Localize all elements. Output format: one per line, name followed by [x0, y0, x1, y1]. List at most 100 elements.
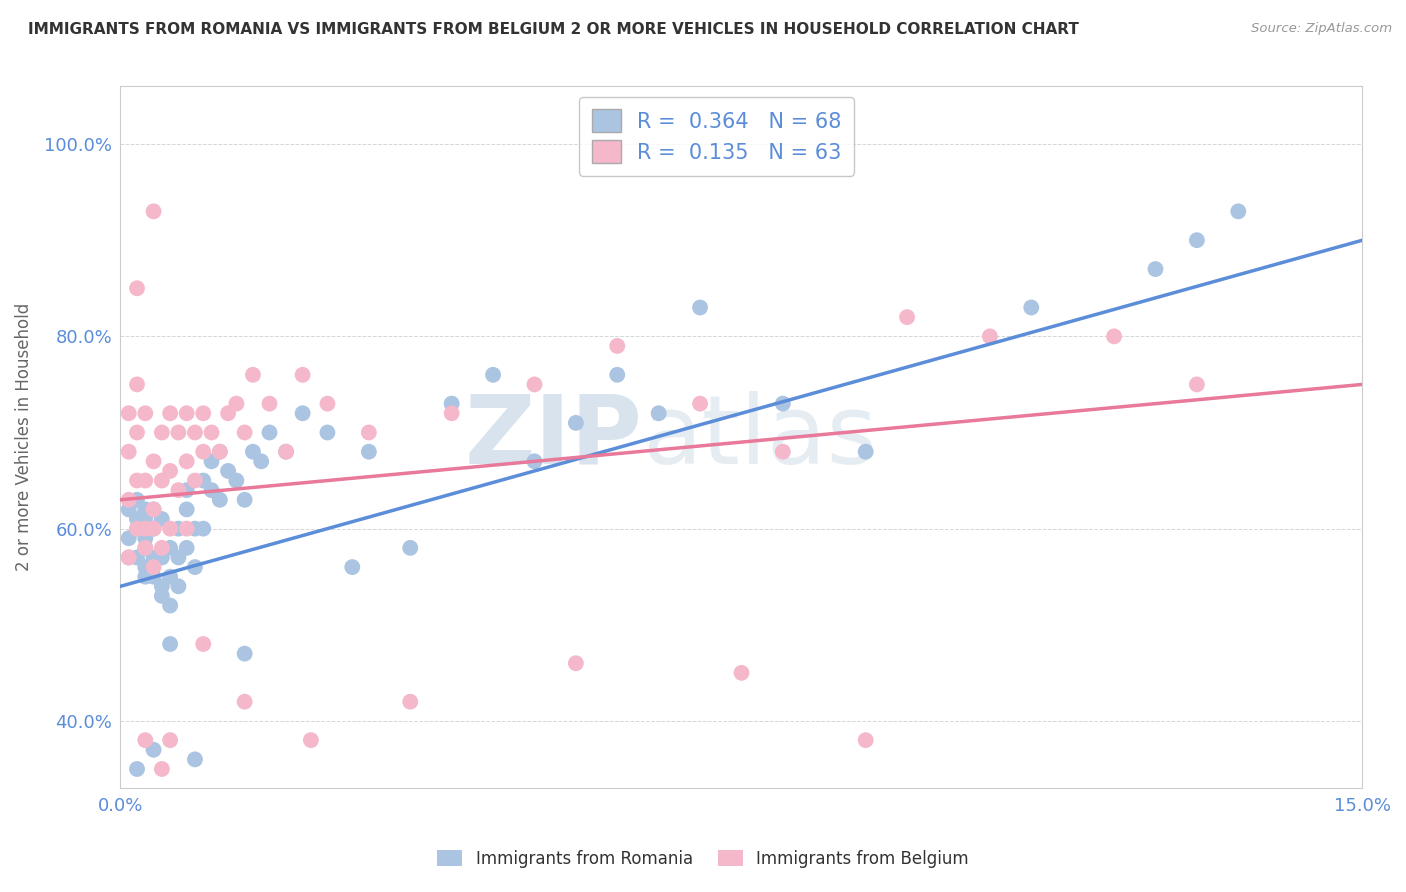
Point [250, 454, 273, 468]
Point [142, 502, 165, 516]
Point [357, 425, 380, 440]
Point [142, 560, 165, 574]
Point [316, 397, 339, 411]
Point [440, 397, 463, 411]
Point [565, 416, 588, 430]
Point [159, 637, 181, 651]
Point [208, 492, 231, 507]
Point [193, 474, 215, 488]
Point [125, 474, 148, 488]
Point [730, 665, 752, 680]
Point [291, 406, 314, 420]
Point [134, 522, 156, 536]
Point [142, 570, 165, 584]
Point [176, 541, 198, 555]
Point [606, 339, 628, 353]
Point [233, 647, 256, 661]
Point [125, 762, 148, 776]
Point [689, 301, 711, 315]
Point [118, 550, 141, 565]
Point [118, 444, 141, 458]
Point [176, 522, 198, 536]
Point [125, 522, 148, 536]
Point [979, 329, 1001, 343]
Point [125, 512, 148, 526]
Point [176, 483, 198, 498]
Point [274, 444, 297, 458]
Text: Source: ZipAtlas.com: Source: ZipAtlas.com [1251, 22, 1392, 36]
Y-axis label: 2 or more Vehicles in Household: 2 or more Vehicles in Household [15, 303, 32, 572]
Point [134, 512, 156, 526]
Point [399, 695, 422, 709]
Point [1102, 329, 1125, 343]
Point [193, 522, 215, 536]
Point [134, 406, 156, 420]
Point [125, 492, 148, 507]
Point [159, 541, 181, 555]
Point [855, 444, 877, 458]
Point [1144, 262, 1167, 277]
Point [150, 589, 173, 603]
Text: atlas: atlas [643, 391, 877, 483]
Point [217, 464, 239, 478]
Point [233, 492, 256, 507]
Point [184, 560, 207, 574]
Point [118, 550, 141, 565]
Point [208, 444, 231, 458]
Point [184, 752, 207, 766]
Point [274, 444, 297, 458]
Point [150, 512, 173, 526]
Point [291, 368, 314, 382]
Point [176, 406, 198, 420]
Point [1185, 233, 1208, 247]
Point [142, 522, 165, 536]
Point [193, 406, 215, 420]
Point [150, 425, 173, 440]
Point [134, 541, 156, 555]
Point [142, 204, 165, 219]
Point [159, 406, 181, 420]
Point [176, 454, 198, 468]
Point [142, 502, 165, 516]
Point [242, 444, 264, 458]
Point [167, 522, 190, 536]
Point [1227, 204, 1250, 219]
Point [167, 579, 190, 593]
Point [242, 368, 264, 382]
Point [159, 599, 181, 613]
Point [134, 474, 156, 488]
Point [159, 570, 181, 584]
Point [142, 550, 165, 565]
Point [150, 541, 173, 555]
Point [125, 522, 148, 536]
Point [125, 425, 148, 440]
Legend: Immigrants from Romania, Immigrants from Belgium: Immigrants from Romania, Immigrants from… [430, 844, 976, 875]
Point [167, 550, 190, 565]
Point [217, 406, 239, 420]
Point [134, 502, 156, 516]
Point [150, 579, 173, 593]
Point [134, 541, 156, 555]
Point [523, 377, 546, 392]
Point [482, 368, 505, 382]
Point [233, 425, 256, 440]
Point [150, 550, 173, 565]
Point [150, 762, 173, 776]
Point [134, 733, 156, 747]
Point [118, 406, 141, 420]
Point [565, 657, 588, 671]
Point [1019, 301, 1042, 315]
Point [772, 397, 794, 411]
Point [134, 570, 156, 584]
Point [150, 474, 173, 488]
Point [142, 454, 165, 468]
Point [225, 397, 247, 411]
Point [167, 425, 190, 440]
Point [1185, 377, 1208, 392]
Point [357, 444, 380, 458]
Point [316, 425, 339, 440]
Point [125, 550, 148, 565]
Point [225, 474, 247, 488]
Point [159, 733, 181, 747]
Point [159, 522, 181, 536]
